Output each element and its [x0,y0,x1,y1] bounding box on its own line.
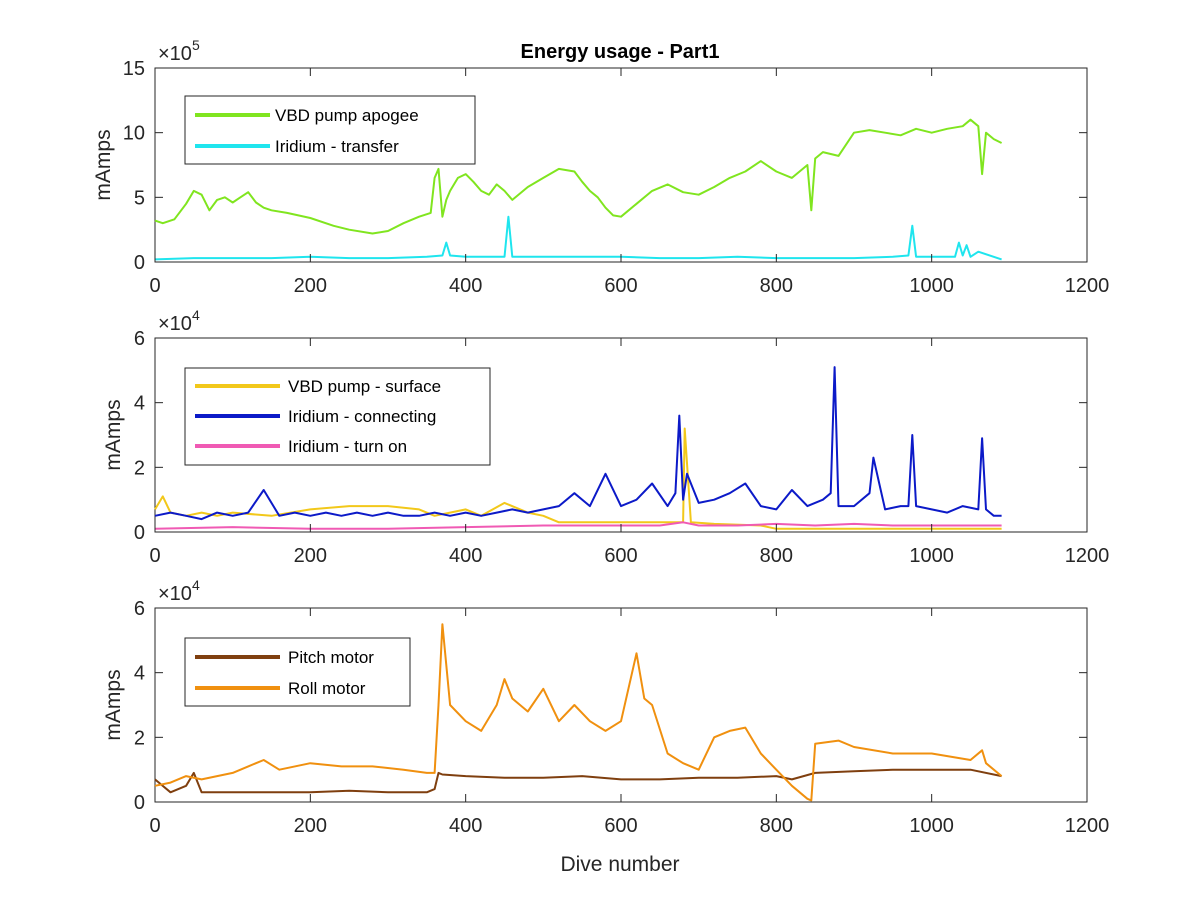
series-line-2 [154,521,1002,530]
axis-exponent-base: ×10 [158,313,192,335]
series-layer [154,623,1003,802]
axis-exponent-power: 4 [192,307,200,323]
y-axis-ticks: 0 2 4 6 [134,328,1087,544]
x-tick-label: 1200 [1065,275,1110,297]
x-tick-label: 200 [294,275,327,297]
x-tick-label: 1000 [909,545,954,567]
legend-label-1: Iridium - transfer [275,137,399,156]
legend-box [184,95,476,165]
x-tick-label: 400 [449,275,482,297]
legend-box [184,637,411,707]
y-tick-label: 4 [134,393,145,415]
y-tick-label: 2 [134,727,145,749]
y-tick-label: 4 [134,663,145,685]
axis-exponent: ×105 [158,37,200,65]
x-tick-label: 800 [760,815,793,837]
y-axis-label: mAmps [92,129,115,200]
y-tick-label: 0 [134,792,145,814]
figure-title: Energy usage - Part1 [521,41,720,63]
x-tick-label: 0 [149,275,160,297]
x-tick-label: 1200 [1065,815,1110,837]
x-axis-ticks: 0 200 400 600 800 1000 1200 [149,608,1109,837]
legend-label-0: VBD pump apogee [275,106,419,125]
x-axis-ticks: 0 200 400 600 800 1000 1200 [149,338,1109,567]
x-tick-label: 800 [760,275,793,297]
x-tick-label: 600 [604,275,637,297]
x-tick-label: 400 [449,545,482,567]
x-axis-ticks: 0 200 400 600 800 1000 1200 [149,68,1109,297]
axis-exponent-power: 5 [192,37,200,53]
y-axis-ticks: 0 5 10 15 [123,58,1087,274]
series-line-1 [154,366,1002,521]
legend-label-2: Iridium - turn on [288,437,407,456]
y-tick-label: 2 [134,457,145,479]
legend-label-1: Iridium - connecting [288,407,436,426]
x-tick-label: 200 [294,545,327,567]
y-tick-label: 15 [123,58,145,80]
y-tick-label: 5 [134,187,145,209]
y-tick-label: 10 [123,123,145,145]
legend: Pitch motor Roll motor [184,637,411,707]
series-layer [154,118,1003,261]
x-tick-label: 1000 [909,275,954,297]
series-line-1 [154,623,1003,802]
series-line-1 [154,215,1002,261]
x-tick-label: 600 [604,545,637,567]
y-axis-label: mAmps [102,669,125,740]
x-tick-label: 1200 [1065,545,1110,567]
x-axis-label: Dive number [560,853,679,876]
y-tick-label: 0 [134,522,145,544]
x-tick-label: 200 [294,815,327,837]
legend: VBD pump apogee Iridium - transfer [184,95,476,165]
x-tick-label: 600 [604,815,637,837]
series-line-0 [154,768,1002,794]
axis-exponent: ×104 [158,307,200,335]
series-line-0 [154,118,1003,235]
y-tick-label: 0 [134,252,145,274]
axis-exponent-base: ×10 [158,43,192,65]
axis-exponent-base: ×10 [158,583,192,605]
y-axis-label: mAmps [102,399,125,470]
axis-exponent-power: 4 [192,577,200,593]
y-tick-label: 6 [134,328,145,350]
series-layer [154,366,1002,530]
legend-label-0: Pitch motor [288,648,374,667]
x-tick-label: 800 [760,545,793,567]
y-tick-label: 6 [134,598,145,620]
y-axis-ticks: 0 2 4 6 [134,598,1087,814]
x-tick-label: 0 [149,815,160,837]
legend-label-1: Roll motor [288,679,366,698]
axis-exponent: ×104 [158,577,200,605]
x-tick-label: 1000 [909,815,954,837]
legend-label-0: VBD pump - surface [288,377,441,396]
legend: VBD pump - surface Iridium - connecting … [184,367,491,466]
x-tick-label: 0 [149,545,160,567]
x-tick-label: 400 [449,815,482,837]
